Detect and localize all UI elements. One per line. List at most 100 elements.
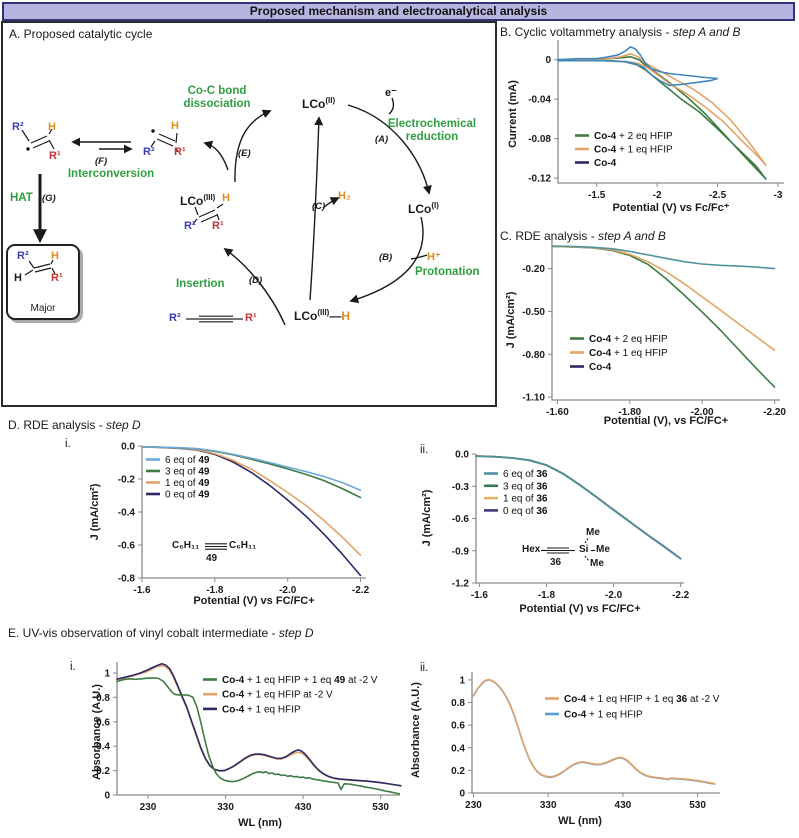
step-f-label: (F) xyxy=(95,156,108,167)
series-line-3 xyxy=(141,445,362,492)
step-e-label: (E) xyxy=(238,148,251,159)
panel-d-header: D. RDE analysis - step D xyxy=(8,418,141,432)
x-tick-label: 330 xyxy=(540,800,557,811)
major-product-box: R² H H R¹ Major xyxy=(6,244,80,320)
inset-49-left-group: C₆H₁₁ xyxy=(172,540,200,551)
legend-label-0: Co-4 + 1 eq HFIP + 1 eq 36 at -2 V xyxy=(564,694,720,705)
radical-right-r1: R¹ xyxy=(174,146,186,158)
y-tick-label: -0.50 xyxy=(522,307,545,318)
step-d-label: (D) xyxy=(249,275,263,286)
y-tick-label: 0.8 xyxy=(451,698,465,709)
y-axis-title: J (mA/cm²) xyxy=(421,489,433,546)
series-line-2 xyxy=(557,46,719,87)
panel-a-catalytic-cycle: A. Proposed catalytic cycle Co-C bond di… xyxy=(1,21,497,407)
h2-hook xyxy=(322,197,340,209)
vinyl-r2-label: R² xyxy=(184,220,196,232)
radical-dot xyxy=(26,147,30,151)
major-caption: Major xyxy=(30,303,56,314)
x-tick-label: -1.60 xyxy=(546,407,569,418)
x-tick-label: 430 xyxy=(615,800,632,811)
axis-lines xyxy=(557,40,784,184)
y-tick-label: -0.12 xyxy=(528,174,551,185)
proton-label: H⁺ xyxy=(427,251,441,263)
major-r2: R² xyxy=(17,250,29,262)
panel-c-header-text: C. RDE analysis - xyxy=(500,229,599,243)
x-tick-label: -3 xyxy=(774,190,783,201)
panel-b-header-italic: step A and B xyxy=(672,25,741,39)
coc-line1: Co-C bond xyxy=(187,85,247,97)
x-axis-title: WL (nm) xyxy=(238,817,282,829)
x-tick-label: 530 xyxy=(372,802,389,813)
y-tick-label: 0.0 xyxy=(455,450,469,461)
y-tick-label: -0.9 xyxy=(452,546,470,557)
major-h-bottom: H xyxy=(14,272,22,284)
panel-d-header-italic: step D xyxy=(106,418,141,432)
lco3-vinyl-node: LCo(III) xyxy=(180,193,216,208)
legend-label-2: 1 eq of 49 xyxy=(165,478,210,489)
panel-c-header-italic: step A and B xyxy=(598,229,666,243)
y-tick-label: 1 xyxy=(459,675,465,686)
series-line-2 xyxy=(116,677,401,795)
radical-dot xyxy=(151,129,155,133)
inset-36-number: 36 xyxy=(550,557,562,568)
legend-label-1: 3 eq of 36 xyxy=(503,481,548,492)
legend-label-3: 0 eq of 49 xyxy=(165,490,210,501)
step-c-label: (C) xyxy=(312,201,326,212)
subplot-d-i-label: i. xyxy=(65,438,71,450)
subplot-e-i-label: i. xyxy=(70,661,76,673)
bond xyxy=(192,218,198,225)
proton-hook xyxy=(410,254,428,260)
x-tick-label: -2.00 xyxy=(691,407,714,418)
radical-left-r2: R² xyxy=(12,121,24,133)
inset-36-me-bottom: Me xyxy=(590,558,604,569)
step-g-label: (G) xyxy=(42,193,56,204)
y-axis-title: Absorbance (A.U.) xyxy=(91,684,103,780)
lco1-node: LCo(I) xyxy=(408,201,439,216)
inset-36-si: Si xyxy=(579,544,589,555)
vinyl-h-label: H xyxy=(222,192,230,204)
arrow-step-c xyxy=(309,116,324,301)
subplot-e-ii-label: ii. xyxy=(420,662,429,674)
y-axis-title: J (mA/cm²) xyxy=(89,483,101,540)
cycle-arrows xyxy=(33,97,432,326)
y-tick-label: -0.80 xyxy=(522,350,545,361)
y-tick-label: 0 xyxy=(104,791,110,802)
y-axis-title: J (mA/cm²) xyxy=(505,291,517,348)
series-line-1 xyxy=(472,678,716,785)
legend-label-2: Co-4 xyxy=(589,362,612,373)
bond xyxy=(175,132,178,144)
legend-label-1: Co-4 + 1 eq HFIP xyxy=(564,710,643,721)
title-bar: Proposed mechanism and electroanalytical… xyxy=(2,2,795,21)
interconversion-label: Interconversion xyxy=(67,168,155,180)
y-tick-label: 0.6 xyxy=(451,721,465,732)
coc-line2: dissociation xyxy=(183,97,251,110)
series-line-1 xyxy=(557,52,767,166)
electron-label: e⁻ xyxy=(385,87,397,99)
y-tick-label: -0.4 xyxy=(118,508,136,519)
x-tick-label: -1.6 xyxy=(471,590,489,601)
er-line1: Electrochemical xyxy=(387,118,477,130)
step-a-label: (A) xyxy=(375,134,389,145)
panel-e-header: E. UV-vis observation of vinyl cobalt in… xyxy=(8,626,313,640)
x-axis-title: Potential (V) vs Fc/Fc⁺ xyxy=(612,202,729,214)
y-tick-label: -0.08 xyxy=(528,134,551,145)
lco2-node: LCo(II) xyxy=(302,96,336,111)
chart-uvvis-ii: 230 330 430 530 1 0.8 0.6 0.4 0.2 0 WL (nm) Absorba… xyxy=(410,672,720,827)
y-tick-label: -1.10 xyxy=(522,393,545,404)
panel-e-header-text: E. UV-vis observation of vinyl cobalt in… xyxy=(8,626,279,640)
bond xyxy=(33,263,51,269)
x-tick-label: 530 xyxy=(689,800,706,811)
y-tick-label: -0.04 xyxy=(528,95,551,106)
x-axis-title: WL (nm) xyxy=(558,815,602,827)
electron-hook xyxy=(388,97,395,115)
series-line-3 xyxy=(475,455,682,560)
legend-label-0: Co-4 + 2 eq HFIP xyxy=(594,131,673,142)
x-tick-label: -1.80 xyxy=(618,407,641,418)
x-tick-label: -2.2 xyxy=(672,590,690,601)
legend-label-2: Co-4 xyxy=(594,158,617,169)
y-tick-label: 1 xyxy=(104,668,110,679)
panel-c-header: C. RDE analysis - step A and B xyxy=(500,229,666,243)
bond xyxy=(48,139,55,150)
radical-left-h: H xyxy=(48,121,56,133)
chart-rde-step-d-ii: -1.6 -1.8 -2.0 -2.2 0.0 -0.3 -0.6 -0.9 -1.2 Poten… xyxy=(421,450,690,616)
